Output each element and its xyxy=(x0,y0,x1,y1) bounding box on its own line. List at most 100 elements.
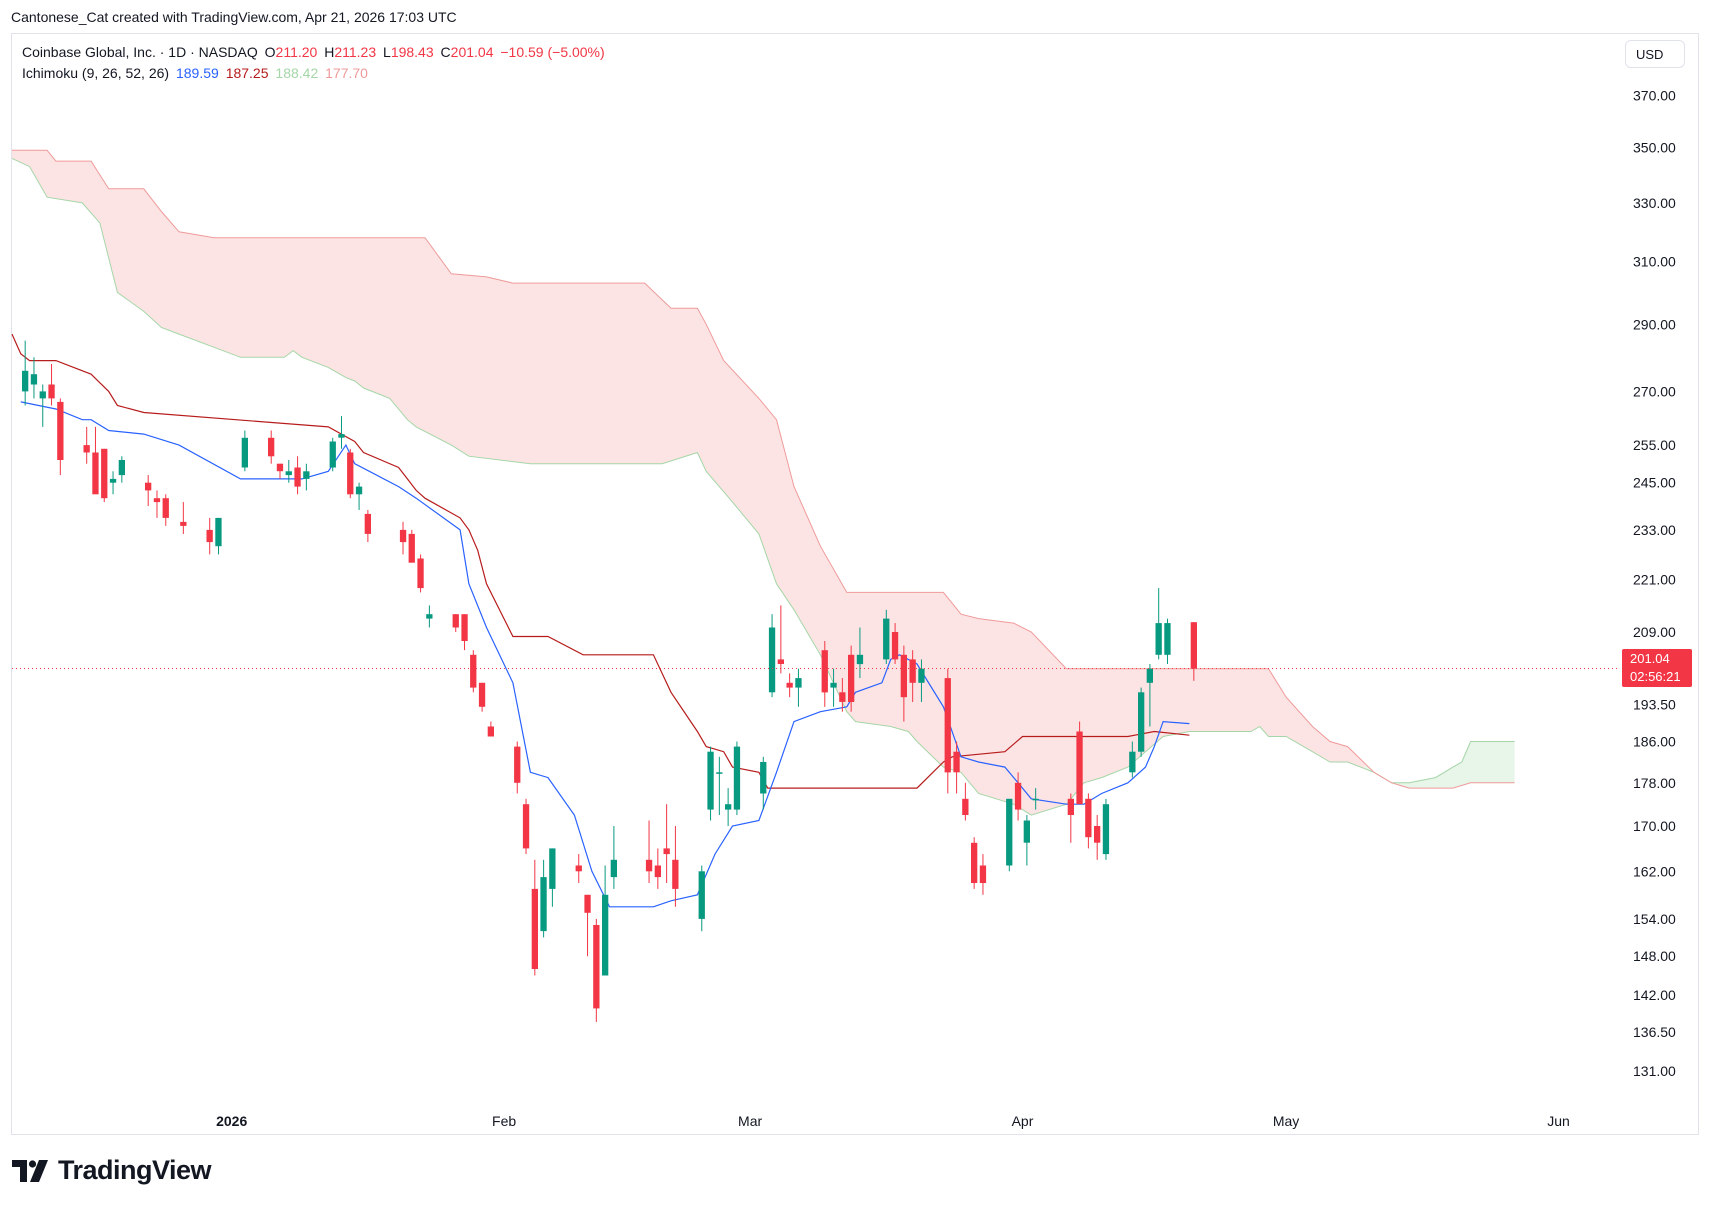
legend-indicator-row: Ichimoku (9, 26, 52, 26) 189.59 187.25 1… xyxy=(22,63,608,84)
kijun-sen-line xyxy=(11,333,1190,789)
candle-body-up xyxy=(338,434,345,438)
candle-body-down xyxy=(48,384,55,399)
candle-body-up xyxy=(725,804,732,810)
candle-body-down xyxy=(145,482,152,491)
candle xyxy=(848,645,855,712)
price-axis-tick-label: 221.00 xyxy=(1633,572,1676,588)
open-label: O xyxy=(264,44,276,60)
senkou-a-value: 188.42 xyxy=(275,65,319,81)
candle-body-down xyxy=(531,888,538,969)
change-value: −10.59 (−5.00%) xyxy=(500,44,605,60)
candle-body-up xyxy=(215,517,222,547)
candle xyxy=(883,609,890,665)
candle-body-down xyxy=(786,682,793,688)
candle-body-down xyxy=(1076,731,1083,805)
price-axis-tick-label: 233.00 xyxy=(1633,522,1676,538)
candle-body-down xyxy=(153,498,161,503)
candle-body-up xyxy=(1155,623,1162,655)
candle xyxy=(1067,793,1074,843)
candle xyxy=(408,529,415,563)
candle-body-down xyxy=(1085,798,1092,838)
candle xyxy=(663,804,670,883)
candle-body-down xyxy=(909,659,916,683)
candle xyxy=(206,517,213,555)
time-axis-tick-label: Apr xyxy=(1012,1113,1034,1129)
senkou-span-a-line xyxy=(11,157,1515,816)
countdown-value: 02:56:21 xyxy=(1630,669,1681,685)
candle-body-down xyxy=(364,513,371,534)
candle xyxy=(1138,687,1145,757)
candle xyxy=(1094,815,1101,860)
candle-body-down xyxy=(575,865,582,872)
candle xyxy=(101,448,108,503)
cloud-bullish-segment xyxy=(1365,741,1515,789)
candle-body-down xyxy=(979,865,987,883)
candle xyxy=(698,865,705,932)
candle xyxy=(285,459,292,483)
candle xyxy=(733,741,741,816)
price-axis[interactable]: 370.00 350.00 330.00 310.00 290.00 270.00 255.… xyxy=(1633,87,1676,1079)
candle-body-down xyxy=(944,678,951,773)
price-axis-tick-label: 154.00 xyxy=(1633,911,1676,927)
candle-body-down xyxy=(900,654,907,698)
candle xyxy=(145,475,152,507)
tradingview-logo[interactable]: TradingView xyxy=(12,1155,212,1186)
candle xyxy=(30,357,38,399)
candle xyxy=(672,826,679,907)
candle xyxy=(478,682,486,712)
candle xyxy=(426,605,433,628)
candle xyxy=(162,494,169,526)
low-value: 198.43 xyxy=(390,44,434,60)
price-axis-tick-label: 290.00 xyxy=(1633,316,1676,332)
candle xyxy=(602,865,609,976)
candle xyxy=(1190,622,1197,681)
candle xyxy=(303,463,310,491)
candle xyxy=(540,859,547,938)
candle-body-down xyxy=(408,533,415,563)
candles xyxy=(22,340,1197,1022)
time-axis[interactable]: 2026 Feb Mar Apr May Jun xyxy=(216,1113,1570,1129)
candle-body-up xyxy=(733,746,741,810)
candle xyxy=(768,614,776,698)
price-axis-tick-label: 136.50 xyxy=(1633,1024,1676,1040)
candle xyxy=(830,668,837,707)
currency-button[interactable]: USD xyxy=(1625,40,1685,68)
candle-body-down xyxy=(461,614,468,641)
candle xyxy=(338,416,345,449)
candle xyxy=(610,826,617,889)
symbol-name[interactable]: Coinbase Global, Inc. · 1D · NASDAQ xyxy=(22,44,258,60)
candle xyxy=(83,426,90,464)
price-axis-tick-label: 193.50 xyxy=(1633,696,1676,712)
candle-body-down xyxy=(891,632,899,660)
price-axis-tick-label: 142.00 xyxy=(1633,987,1676,1003)
candle-body-down xyxy=(1067,798,1074,815)
candle xyxy=(153,490,161,518)
candle xyxy=(1014,772,1022,821)
price-axis-tick-label: 131.00 xyxy=(1633,1063,1676,1079)
candle xyxy=(760,756,767,810)
candle-body-down xyxy=(821,650,828,693)
candle-body-down xyxy=(1014,782,1022,810)
candle-body-up xyxy=(241,437,248,468)
price-axis-tick-label: 330.00 xyxy=(1633,195,1676,211)
indicator-name[interactable]: Ichimoku (9, 26, 52, 26) xyxy=(22,65,170,81)
candle xyxy=(22,340,29,406)
candle-body-down xyxy=(953,751,960,773)
candle xyxy=(856,627,864,679)
candle xyxy=(329,437,336,472)
senkou-span-b-line xyxy=(12,149,1515,789)
candle-body-up xyxy=(883,618,890,660)
candle-body-down xyxy=(663,848,670,855)
candle-body-down xyxy=(276,463,284,472)
candle-body-up xyxy=(830,682,837,688)
candle-body-down xyxy=(57,401,64,460)
candle xyxy=(1085,793,1092,849)
candle-body-up xyxy=(30,374,38,385)
candle xyxy=(57,398,64,476)
candle-body-up xyxy=(1138,692,1145,752)
candle xyxy=(821,641,828,707)
candle-body-up xyxy=(1006,798,1013,866)
candle xyxy=(839,678,846,712)
candle xyxy=(1164,618,1171,665)
